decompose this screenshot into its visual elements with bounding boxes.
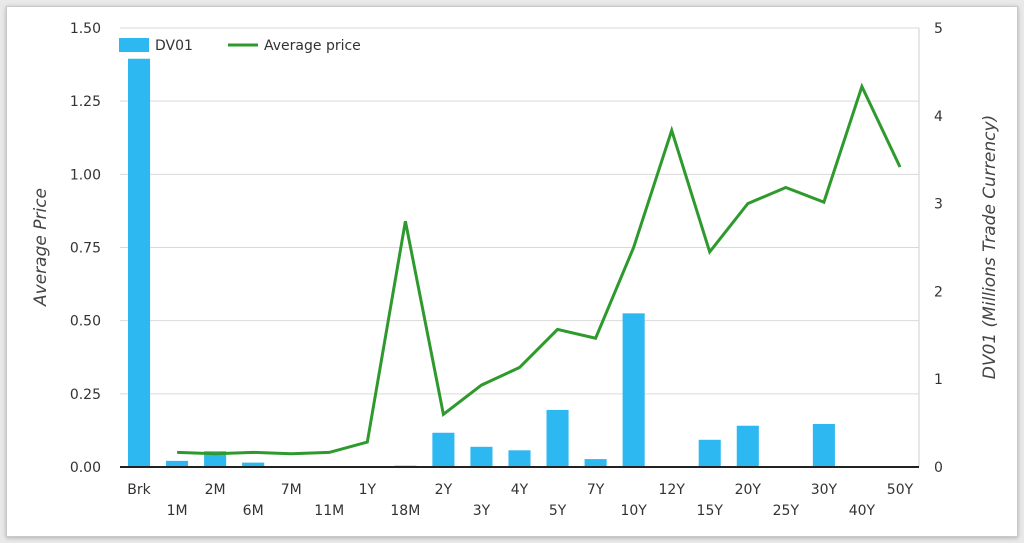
right-tick-label: 5 xyxy=(934,21,943,37)
left-axis-title: Average Price xyxy=(31,188,51,307)
x-tick-label: 25Y xyxy=(773,503,800,519)
dv01-bar xyxy=(204,451,227,467)
x-tick-label: 40Y xyxy=(849,503,876,519)
average-price-path xyxy=(177,82,902,456)
x-tick-label: 3Y xyxy=(473,503,491,519)
x-tick-label: 5Y xyxy=(549,503,567,519)
left-tick-label: 1.25 xyxy=(70,94,101,110)
right-tick-label: 2 xyxy=(934,284,943,300)
x-tick-label: 2M xyxy=(205,482,226,498)
left-tick-label: 0.25 xyxy=(70,387,101,403)
x-tick-label: 4Y xyxy=(511,482,529,498)
dv01-bar xyxy=(242,462,265,467)
legend[interactable]: DV01 Average price xyxy=(119,38,361,54)
left-tick-label: 1.50 xyxy=(70,21,101,37)
dv01-bar xyxy=(127,58,151,467)
x-tick-label: 11M xyxy=(314,503,344,519)
dv01-bar xyxy=(812,423,835,467)
legend-label-average-price: Average price xyxy=(264,38,361,54)
chart-panel xyxy=(6,6,1018,537)
dv01-bar xyxy=(622,313,645,467)
x-tick-label: 1Y xyxy=(359,482,377,498)
x-tick-label: 18M xyxy=(390,503,420,519)
axes: 0.00 0.25 0.50 0.75 1.00 1.25 1.50 0 1 2 3 4 5 Brk 1M 2… xyxy=(70,21,943,519)
average-price-line xyxy=(177,82,902,456)
left-tick-label: 0.50 xyxy=(70,314,101,330)
x-tick-label: 7M xyxy=(281,482,302,498)
x-tick-label: 10Y xyxy=(620,503,647,519)
x-tick-label: Brk xyxy=(127,482,151,498)
x-tick-label: 6M xyxy=(243,503,264,519)
dv01-bars xyxy=(127,58,835,467)
dv01-bar xyxy=(508,450,531,467)
dv01-bar xyxy=(432,432,455,467)
dv01-bar xyxy=(546,409,569,467)
legend-label-dv01: DV01 xyxy=(155,38,193,54)
left-tick-label: 1.00 xyxy=(70,167,101,183)
right-tick-label: 3 xyxy=(934,197,943,213)
x-tick-label: 50Y xyxy=(887,482,914,498)
dv01-bar xyxy=(736,425,759,467)
x-tick-label: 15Y xyxy=(697,503,724,519)
x-tick-label: 30Y xyxy=(811,482,838,498)
x-tick-label: 1M xyxy=(167,503,188,519)
x-tick-label: 7Y xyxy=(587,482,605,498)
left-tick-label: 0.75 xyxy=(70,241,101,257)
dv01-bar xyxy=(470,446,493,467)
x-tick-label: 20Y xyxy=(735,482,762,498)
x-tick-label: 12Y xyxy=(659,482,686,498)
gridlines xyxy=(120,27,919,468)
right-tick-label: 4 xyxy=(934,109,943,125)
dv01-bar xyxy=(584,459,607,467)
right-axis-title: DV01 (Millions Trade Currency) xyxy=(980,115,1000,379)
dv01-bar xyxy=(698,439,721,467)
x-tick-label: 2Y xyxy=(435,482,453,498)
left-tick-label: 0.00 xyxy=(70,460,101,476)
dv01-bar xyxy=(166,460,189,467)
right-tick-label: 0 xyxy=(934,460,943,476)
legend-swatch-dv01 xyxy=(119,38,149,52)
right-tick-label: 1 xyxy=(934,372,943,388)
